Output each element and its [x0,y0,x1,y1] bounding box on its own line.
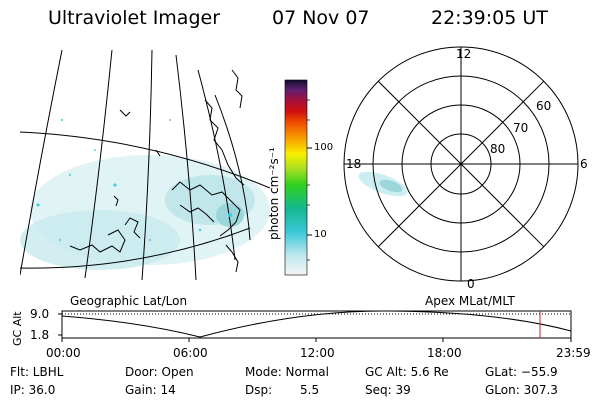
orbit-xtick-2: 12:00 [300,346,335,360]
geo-panel-label: Geographic Lat/Lon [70,294,188,308]
status-door: Door: Open [125,365,194,379]
status-dsp: Dsp: [245,383,273,397]
orbit-xtick-0: 00:00 [46,346,81,360]
geographic-map [20,50,270,280]
orbit-xtick-4: 23:59 [556,346,591,360]
orbit-plot [58,310,572,342]
header-date: 07 Nov 07 [272,7,370,29]
app-title: Ultraviolet Imager [48,7,221,29]
status-seq: Seq: 39 [365,383,411,397]
mlt-label-0: 0 [467,277,475,291]
colorbar-tick-10: 10 [314,229,327,240]
mlt-label-12: 12 [456,47,472,61]
mlat-label-80: 80 [490,142,506,156]
orbit-ymin: 1.8 [30,328,50,342]
colorbar-label: photon cm⁻²s⁻¹ [267,147,281,240]
mlat-label-60: 60 [536,99,552,113]
header-time: 22:39:05 UT [431,7,548,29]
status-glon: GLon: 307.3 [485,383,558,397]
mlt-label-18: 18 [346,157,362,171]
orbit-ylabel: GC Alt [11,311,24,346]
orbit-ymax: 9.0 [30,307,50,321]
mlat-label-70: 70 [513,121,529,135]
colorbar-tick-100: 100 [314,142,334,153]
status-mode: Mode: Normal [245,365,329,379]
apex-panel-label: Apex MLat/MLT [425,294,515,308]
mlt-label-6: 6 [580,157,588,171]
status-glat: GLat: −55.9 [485,365,558,379]
colorbar [284,79,312,276]
orbit-xtick-3: 18:00 [427,346,462,360]
status-gain: Gain: 14 [125,383,176,397]
status-ip: IP: 36.0 [10,383,56,397]
polar-plot [343,46,579,282]
status-dsp-value: 5.5 [300,383,320,397]
orbit-xtick-1: 06:00 [173,346,208,360]
status-filter: Flt: LBHL [10,365,64,379]
status-gc-alt: GC Alt: 5.6 Re [365,365,449,379]
